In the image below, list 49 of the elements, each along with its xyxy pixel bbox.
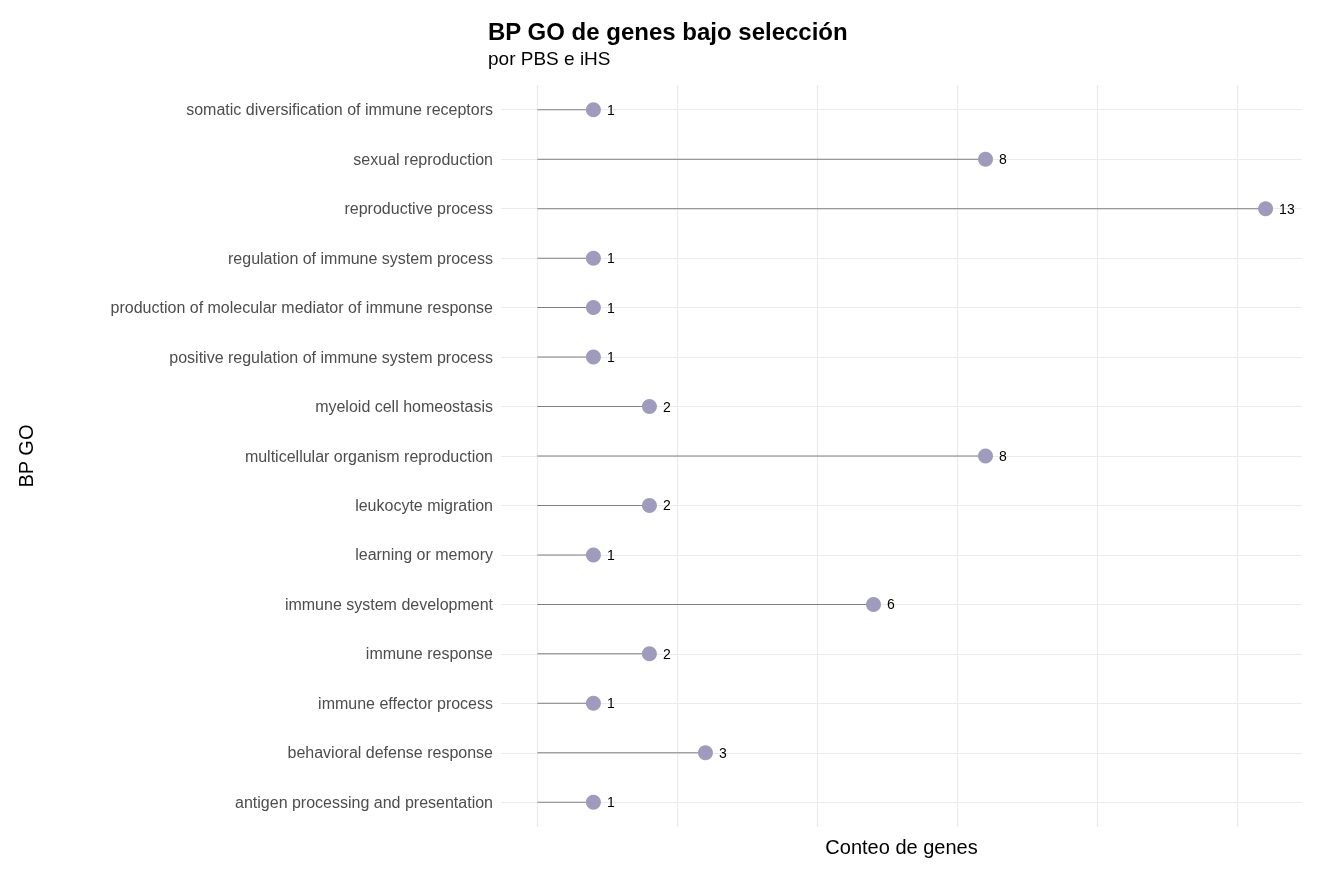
y-tick-label: multicellular organism reproduction [244, 447, 493, 465]
x-axis-title: Conteo de genes [825, 836, 978, 858]
data-label: 1 [606, 695, 615, 712]
point [978, 448, 994, 464]
y-axis-title: BP GO [15, 424, 37, 488]
y-tick-label: learning or memory [355, 546, 493, 564]
data-label: 1 [606, 546, 615, 563]
y-tick-label: immune effector process [318, 694, 493, 712]
point [585, 547, 601, 563]
data-label: 13 [1279, 200, 1295, 217]
point [697, 745, 713, 761]
point [1258, 201, 1274, 217]
chart-subtitle: por PBS e iHS [488, 48, 611, 69]
data-label: 3 [718, 744, 727, 761]
point [641, 497, 657, 513]
y-tick-label: sexual reproduction [353, 150, 493, 168]
data-label: 8 [999, 151, 1008, 168]
data-label: 1 [606, 101, 615, 118]
data-label: 8 [999, 448, 1008, 464]
point [978, 151, 994, 167]
y-tick-label: somatic diversification of immune receptors [186, 101, 493, 119]
point [585, 250, 601, 266]
point [866, 596, 881, 612]
data-label: 6 [886, 596, 895, 613]
point [585, 695, 601, 711]
point [585, 794, 601, 810]
point [585, 102, 601, 118]
y-tick-label: reproductive process [344, 200, 493, 218]
data-label: 1 [606, 299, 615, 316]
chart-title: BP GO de genes bajo selección [488, 17, 848, 45]
data-label: 1 [606, 250, 615, 267]
data-label: 2 [662, 497, 671, 514]
point [641, 399, 657, 415]
y-tick-label: regulation of immune system process [228, 249, 493, 267]
y-tick-label: myeloid cell homeostasis [315, 398, 493, 416]
y-tick-label: leukocyte migration [355, 496, 493, 514]
point [585, 349, 601, 365]
y-tick-label: positive regulation of immune system process [169, 348, 493, 366]
point [641, 646, 657, 662]
data-label: 2 [662, 645, 671, 662]
data-label: 1 [606, 349, 615, 366]
y-tick-label: immune system development [284, 595, 494, 613]
y-tick-label: behavioral defense response [287, 744, 494, 762]
y-tick-label: immune response [365, 645, 494, 663]
data-label: 2 [662, 398, 671, 415]
point [585, 300, 601, 316]
data-label: 1 [606, 794, 615, 811]
y-tick-label: production of molecular mediator of immune response [110, 299, 494, 317]
y-tick-label: antigen processing and presentation [235, 793, 493, 811]
